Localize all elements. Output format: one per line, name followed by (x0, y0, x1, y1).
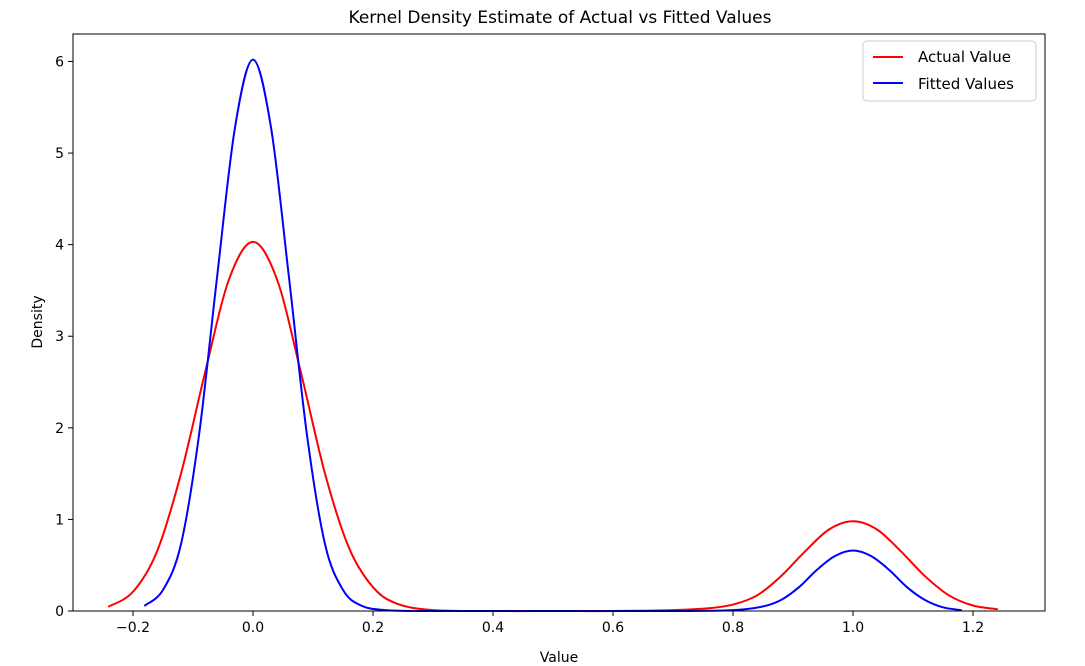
x-tick-label: 0.6 (602, 620, 624, 636)
plot-area (72, 33, 1046, 613)
x-tick-label: 0.8 (722, 620, 744, 636)
x-axis-label: Value (540, 650, 578, 666)
y-axis: 0 1 2 3 4 5 6 (55, 54, 73, 620)
y-tick-label: 6 (55, 54, 64, 70)
legend-label-actual: Actual Value (918, 48, 1011, 66)
x-tick-label: −0.2 (116, 620, 150, 636)
x-axis: −0.2 0.0 0.2 0.4 0.6 0.8 1.0 1.2 (116, 611, 984, 636)
legend: Actual Value Fitted Values (862, 40, 1037, 102)
chart-title: Kernel Density Estimate of Actual vs Fit… (349, 8, 772, 28)
legend-label-fitted: Fitted Values (918, 75, 1014, 93)
legend-box (862, 40, 1037, 102)
y-tick-label: 2 (55, 421, 64, 437)
x-tick-label: 0.4 (482, 620, 504, 636)
y-tick-label: 1 (55, 512, 64, 528)
y-axis-label: Density (30, 295, 46, 348)
y-tick-label: 0 (55, 604, 64, 620)
y-tick-label: 3 (55, 329, 64, 345)
y-tick-label: 4 (55, 238, 64, 254)
x-tick-label: 1.0 (842, 620, 864, 636)
x-tick-label: 0.2 (362, 620, 384, 636)
y-tick-label: 5 (55, 146, 64, 162)
x-tick-label: 0.0 (242, 620, 264, 636)
plot-frame (72, 33, 1046, 612)
x-tick-label: 1.2 (962, 620, 984, 636)
